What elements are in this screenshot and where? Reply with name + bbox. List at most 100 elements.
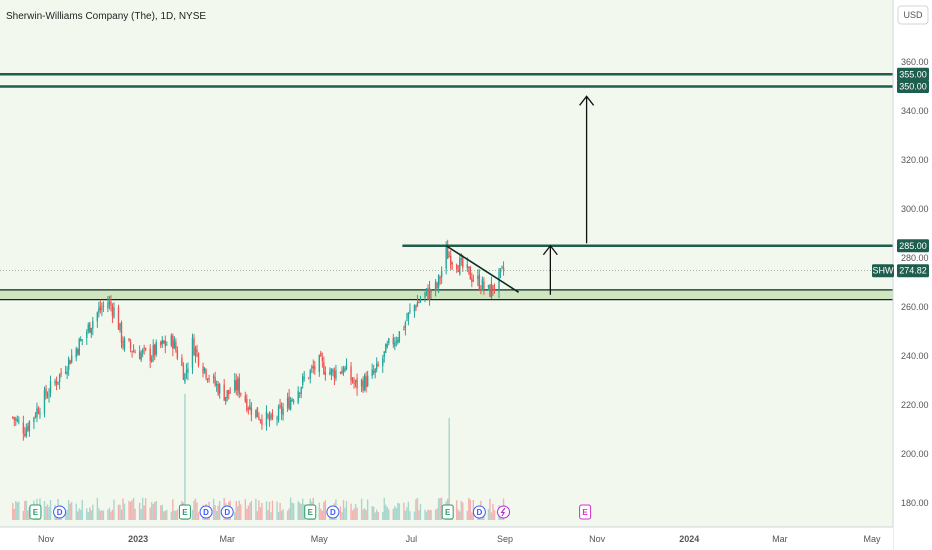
volume-bar — [386, 506, 388, 520]
volume-bar — [212, 498, 215, 520]
candle-body — [360, 379, 363, 387]
candle-body — [78, 338, 80, 356]
volume-bar — [78, 508, 80, 520]
volume-bar — [388, 509, 390, 520]
volume-bar — [113, 499, 115, 520]
candle-body — [151, 357, 153, 362]
time-axis-panel[interactable] — [0, 527, 893, 550]
volume-bar — [365, 510, 367, 520]
level-price-tag-label: 355.00 — [899, 69, 927, 79]
volume-bar — [141, 497, 144, 520]
support-zone-layer — [0, 289, 893, 301]
candle-body — [205, 369, 207, 378]
volume-bar — [397, 502, 399, 520]
volume-bar — [45, 506, 47, 520]
candle-body — [483, 281, 485, 289]
candle-body — [309, 370, 311, 378]
dividend-marker[interactable] — [472, 505, 486, 519]
earnings-marker-label: E — [33, 508, 39, 517]
volume-bar — [134, 508, 136, 520]
volume-bar — [341, 512, 343, 520]
candle-body — [92, 320, 94, 329]
price-tick-label: 340.00 — [901, 106, 929, 116]
candle-body — [259, 419, 262, 421]
earnings-marker[interactable] — [29, 504, 42, 520]
volume-bar — [193, 500, 195, 520]
support-zone[interactable] — [0, 289, 893, 300]
volume-bar — [298, 502, 301, 520]
dividend-marker[interactable] — [220, 505, 234, 519]
level-price-tag — [897, 67, 929, 81]
candle-body — [407, 312, 410, 319]
last-price-tag — [897, 264, 929, 278]
volume-bar — [415, 499, 417, 520]
candle-body — [436, 283, 438, 289]
candle-body — [403, 329, 405, 331]
trendline[interactable] — [445, 245, 520, 293]
volume-bar — [324, 500, 327, 520]
drawing-layer[interactable] — [0, 73, 893, 295]
candle-body — [356, 378, 358, 389]
candle-body — [492, 284, 494, 291]
earnings-marker[interactable] — [579, 504, 592, 520]
candle-body — [394, 342, 396, 347]
candle-body — [469, 266, 472, 280]
volume-bar — [249, 502, 251, 520]
candle-body — [244, 395, 247, 402]
candle-body — [33, 417, 35, 423]
earnings-marker[interactable] — [441, 504, 454, 520]
volume-bar — [261, 502, 263, 520]
volume-bar — [440, 497, 443, 520]
candle-body — [13, 417, 15, 420]
time-tick-label: Mar — [219, 534, 235, 544]
volume-bar — [409, 511, 411, 520]
earnings-marker[interactable] — [178, 504, 191, 520]
candle-body — [87, 324, 89, 332]
volume-bar — [111, 509, 114, 520]
candle-body — [172, 335, 174, 350]
currency-button[interactable] — [897, 5, 929, 25]
candle-body — [392, 337, 395, 345]
candle-body — [487, 285, 490, 288]
price-tick-label: 320.00 — [901, 155, 929, 165]
dividend-marker-label: D — [57, 508, 63, 517]
dividend-marker[interactable] — [326, 505, 340, 519]
volume-bar — [92, 504, 94, 520]
volume-bar — [102, 510, 105, 520]
volume-bar — [12, 503, 14, 520]
candle-body — [291, 399, 293, 401]
time-axis: Nov 2023 Mar May Jul Sep Nov 2024 Mar May — [38, 534, 881, 544]
price-tick-label: 240.00 — [901, 351, 929, 361]
candle-body — [184, 373, 186, 382]
candle-body — [279, 404, 281, 408]
candle-body — [419, 299, 422, 302]
candle-body — [297, 391, 299, 403]
candle-body — [161, 339, 163, 345]
candle-body — [415, 305, 417, 309]
candle-body — [499, 268, 502, 272]
time-tick-label: May — [863, 534, 881, 544]
candle-body — [77, 349, 79, 354]
candle-body — [472, 280, 475, 282]
volume-bar — [437, 498, 440, 520]
dividend-marker[interactable] — [199, 505, 213, 519]
volume-bar — [468, 497, 470, 520]
candle-body — [428, 287, 431, 300]
earnings-marker[interactable] — [304, 504, 317, 520]
volume-bar — [372, 506, 375, 520]
candle-body — [80, 339, 82, 341]
candle-body — [237, 379, 239, 391]
candle-body — [175, 341, 177, 351]
volume-bar — [288, 508, 290, 520]
candle-body — [202, 366, 204, 374]
volume-bar — [436, 508, 438, 520]
candle-body — [196, 349, 198, 352]
candle-body — [49, 381, 52, 393]
time-tick-label: 2024 — [679, 534, 699, 544]
dividend-marker-label: D — [476, 508, 482, 517]
volume-bar — [18, 501, 20, 520]
volume-bar — [342, 500, 345, 520]
dividend-marker[interactable] — [53, 505, 67, 519]
